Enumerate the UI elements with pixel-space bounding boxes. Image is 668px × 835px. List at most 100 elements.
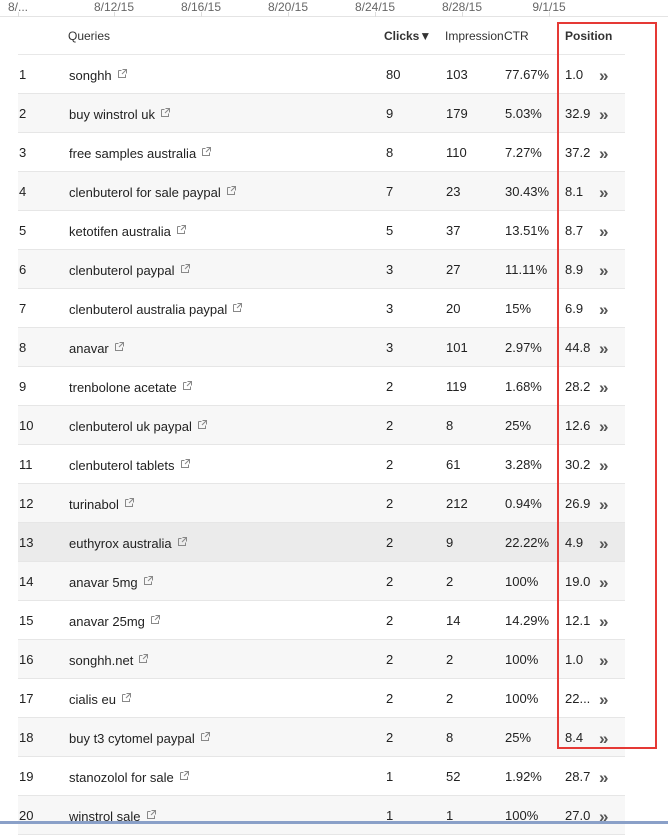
- query-cell: songhh: [69, 67, 128, 83]
- table-row[interactable]: 11 clenbuterol tablets 2 61 3.28% 30.2 »: [18, 445, 625, 484]
- external-link-icon[interactable]: [197, 418, 208, 433]
- row-index: 19: [19, 769, 34, 784]
- clicks-cell: 2: [386, 457, 394, 472]
- table-row[interactable]: 13 euthyrox australia 2 9 22.22% 4.9 »: [18, 523, 625, 562]
- row-index: 20: [19, 808, 34, 823]
- external-link-icon[interactable]: [146, 808, 157, 823]
- header-position[interactable]: Position: [565, 29, 613, 43]
- expand-chevron-icon[interactable]: »: [599, 300, 609, 319]
- table-row[interactable]: 10 clenbuterol uk paypal 2 8 25% 12.6 »: [18, 406, 625, 445]
- header-queries[interactable]: Queries: [68, 29, 111, 43]
- axis-tick: [201, 12, 202, 17]
- expand-chevron-icon[interactable]: »: [599, 729, 609, 748]
- clicks-cell: 2: [386, 418, 394, 433]
- external-link-icon[interactable]: [182, 379, 193, 394]
- expand-chevron-icon[interactable]: »: [599, 651, 609, 670]
- table-row[interactable]: 6 clenbuterol paypal 3 27 11.11% 8.9 »: [18, 250, 625, 289]
- header-clicks[interactable]: Clicks▼: [384, 29, 432, 43]
- position-cell: 4.9: [565, 535, 584, 550]
- table-row[interactable]: 19 stanozolol for sale 1 52 1.92% 28.7 »: [18, 757, 625, 796]
- table-row[interactable]: 3 free samples australia 8 110 7.27% 37.2 »: [18, 133, 625, 172]
- external-link-icon[interactable]: [114, 340, 125, 355]
- table-row[interactable]: 5 ketotifen australia 5 37 13.51% 8.7 »: [18, 211, 625, 250]
- external-link-icon[interactable]: [176, 223, 187, 238]
- query-text: anavar 5mg: [69, 575, 138, 590]
- impressions-cell: 110: [446, 145, 467, 160]
- ctr-cell: 13.51%: [505, 223, 550, 238]
- external-link-icon[interactable]: [177, 535, 188, 550]
- expand-chevron-icon[interactable]: »: [599, 807, 609, 826]
- expand-chevron-icon[interactable]: »: [599, 495, 609, 514]
- expand-chevron-icon[interactable]: »: [599, 378, 609, 397]
- row-index: 18: [19, 730, 34, 745]
- table-row[interactable]: 4 clenbuterol for sale paypal 7 23 30.43% 8.1…: [18, 172, 625, 211]
- query-text: winstrol sale: [69, 809, 141, 824]
- external-link-icon[interactable]: [138, 652, 149, 667]
- clicks-cell: 2: [386, 574, 394, 589]
- external-link-icon[interactable]: [160, 106, 171, 121]
- table-row[interactable]: 1 songhh 80 103 77.67% 1.0 »: [18, 55, 625, 94]
- query-cell: trenbolone acetate: [69, 379, 193, 395]
- horizontal-scrollbar[interactable]: [0, 821, 668, 824]
- external-link-icon[interactable]: [200, 730, 211, 745]
- impressions-cell: 2: [446, 652, 454, 667]
- external-link-icon[interactable]: [179, 769, 190, 784]
- position-cell: 12.1: [565, 613, 591, 628]
- expand-chevron-icon[interactable]: »: [599, 66, 609, 85]
- external-link-icon[interactable]: [201, 145, 212, 160]
- expand-chevron-icon[interactable]: »: [599, 261, 609, 280]
- expand-chevron-icon[interactable]: »: [599, 105, 609, 124]
- header-ctr[interactable]: CTR: [504, 29, 529, 43]
- table-row[interactable]: 2 buy winstrol uk 9 179 5.03% 32.9 »: [18, 94, 625, 133]
- impressions-cell: 52: [446, 769, 461, 784]
- query-cell: free samples australia: [69, 145, 212, 161]
- table-row[interactable]: 8 anavar 3 101 2.97% 44.8 »: [18, 328, 625, 367]
- external-link-icon[interactable]: [121, 691, 132, 706]
- expand-chevron-icon[interactable]: »: [599, 339, 609, 358]
- external-link-icon[interactable]: [143, 574, 154, 589]
- query-cell: buy winstrol uk: [69, 106, 171, 122]
- expand-chevron-icon[interactable]: »: [599, 768, 609, 787]
- expand-chevron-icon[interactable]: »: [599, 573, 609, 592]
- table-row[interactable]: 14 anavar 5mg 2 2 100% 19.0 »: [18, 562, 625, 601]
- external-link-icon[interactable]: [226, 184, 237, 199]
- external-link-icon[interactable]: [150, 613, 161, 628]
- external-link-icon[interactable]: [180, 457, 191, 472]
- table-row[interactable]: 17 cialis eu 2 2 100% 22... »: [18, 679, 625, 718]
- query-cell: clenbuterol uk paypal: [69, 418, 208, 434]
- expand-chevron-icon[interactable]: »: [599, 222, 609, 241]
- external-link-icon[interactable]: [180, 262, 191, 277]
- table-row[interactable]: 20 winstrol sale 1 1 100% 27.0»: [18, 796, 625, 835]
- external-link-icon[interactable]: [117, 67, 128, 82]
- ctr-cell: 11.11%: [505, 262, 548, 277]
- ctr-cell: 30.43%: [505, 184, 550, 199]
- expand-chevron-icon[interactable]: »: [599, 183, 609, 202]
- impressions-cell: 20: [446, 301, 461, 316]
- header-impressions[interactable]: Impressions: [445, 29, 504, 43]
- expand-chevron-icon[interactable]: »: [599, 456, 609, 475]
- expand-chevron-icon[interactable]: »: [599, 534, 609, 553]
- table-row[interactable]: 7 clenbuterol australia paypal 3 20 15% 6.9 »: [18, 289, 625, 328]
- table-row[interactable]: 18 buy t3 cytomel paypal 2 8 25% 8.4 »: [18, 718, 625, 757]
- table-row[interactable]: 15 anavar 25mg 2 14 14.29% 12.1 »: [18, 601, 625, 640]
- row-index: 3: [19, 145, 27, 160]
- table-row[interactable]: 12 turinabol 2 212 0.94% 26.9 »: [18, 484, 625, 523]
- expand-chevron-icon[interactable]: »: [599, 417, 609, 436]
- query-text: anavar: [69, 341, 109, 356]
- expand-chevron-icon[interactable]: »: [599, 144, 609, 163]
- axis-tick: [18, 12, 19, 17]
- clicks-cell: 2: [386, 379, 394, 394]
- expand-chevron-icon[interactable]: »: [599, 612, 609, 631]
- external-link-icon[interactable]: [232, 301, 243, 316]
- position-cell: 6.9: [565, 301, 584, 316]
- ctr-cell: 100%: [505, 808, 539, 823]
- table-row[interactable]: 16 songhh.net 2 2 100% 1.0 »: [18, 640, 625, 679]
- clicks-cell: 3: [386, 262, 394, 277]
- ctr-cell: 25%: [505, 730, 532, 745]
- expand-chevron-icon[interactable]: »: [599, 690, 609, 709]
- clicks-cell: 3: [386, 340, 394, 355]
- table-row[interactable]: 9 trenbolone acetate 2 119 1.68% 28.2 »: [18, 367, 625, 406]
- query-cell: clenbuterol australia paypal: [69, 301, 243, 317]
- row-index: 12: [19, 496, 34, 511]
- external-link-icon[interactable]: [124, 496, 135, 511]
